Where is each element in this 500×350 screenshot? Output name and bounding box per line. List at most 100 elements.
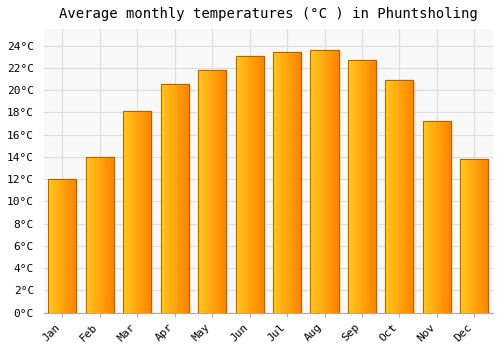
Bar xyxy=(410,80,412,313)
Bar xyxy=(55,179,56,313)
Bar xyxy=(405,80,406,313)
Bar xyxy=(90,157,92,313)
Bar xyxy=(284,52,285,313)
Bar xyxy=(348,60,349,313)
Bar xyxy=(216,70,217,313)
Bar xyxy=(424,121,426,313)
Bar xyxy=(166,84,167,313)
Bar xyxy=(51,179,52,313)
Bar xyxy=(257,56,258,313)
Bar xyxy=(350,60,352,313)
Bar xyxy=(220,70,222,313)
Bar xyxy=(470,159,472,313)
Bar xyxy=(88,157,90,313)
Bar xyxy=(365,60,366,313)
Bar xyxy=(366,60,368,313)
Bar xyxy=(215,70,216,313)
Bar xyxy=(409,80,410,313)
Bar xyxy=(98,157,99,313)
Bar xyxy=(100,157,101,313)
Bar xyxy=(314,50,315,313)
Bar xyxy=(236,56,264,313)
Bar xyxy=(319,50,320,313)
Bar xyxy=(481,159,482,313)
Bar xyxy=(372,60,373,313)
Bar xyxy=(212,70,213,313)
Bar xyxy=(398,80,400,313)
Bar xyxy=(404,80,405,313)
Bar xyxy=(150,111,152,313)
Bar xyxy=(171,84,172,313)
Bar xyxy=(449,121,450,313)
Bar xyxy=(461,159,462,313)
Bar xyxy=(174,84,176,313)
Bar xyxy=(48,179,50,313)
Bar xyxy=(335,50,336,313)
Bar xyxy=(288,52,289,313)
Bar xyxy=(442,121,444,313)
Bar xyxy=(423,121,451,313)
Bar xyxy=(74,179,76,313)
Bar xyxy=(112,157,113,313)
Bar xyxy=(144,111,145,313)
Bar xyxy=(143,111,144,313)
Bar xyxy=(201,70,202,313)
Bar xyxy=(176,84,178,313)
Bar xyxy=(186,84,187,313)
Bar xyxy=(317,50,318,313)
Bar xyxy=(67,179,68,313)
Bar xyxy=(352,60,354,313)
Bar xyxy=(185,84,186,313)
Bar xyxy=(322,50,324,313)
Bar xyxy=(245,56,246,313)
Bar xyxy=(282,52,284,313)
Bar xyxy=(391,80,392,313)
Bar xyxy=(280,52,281,313)
Bar xyxy=(184,84,185,313)
Bar xyxy=(336,50,338,313)
Bar xyxy=(389,80,390,313)
Bar xyxy=(214,70,215,313)
Bar xyxy=(332,50,333,313)
Bar xyxy=(331,50,332,313)
Bar xyxy=(439,121,440,313)
Bar xyxy=(244,56,245,313)
Bar xyxy=(406,80,407,313)
Bar xyxy=(70,179,71,313)
Bar xyxy=(169,84,170,313)
Bar xyxy=(465,159,466,313)
Bar xyxy=(312,50,314,313)
Bar xyxy=(354,60,356,313)
Bar xyxy=(110,157,111,313)
Bar xyxy=(316,50,317,313)
Bar xyxy=(287,52,288,313)
Bar xyxy=(486,159,488,313)
Title: Average monthly temperatures (°C ) in Phuntsholing: Average monthly temperatures (°C ) in Ph… xyxy=(59,7,478,21)
Bar xyxy=(142,111,143,313)
Bar xyxy=(393,80,394,313)
Bar xyxy=(462,159,463,313)
Bar xyxy=(286,52,287,313)
Bar xyxy=(330,50,331,313)
Bar xyxy=(292,52,294,313)
Bar xyxy=(200,70,201,313)
Bar xyxy=(128,111,129,313)
Bar xyxy=(203,70,204,313)
Bar xyxy=(96,157,97,313)
Bar xyxy=(54,179,55,313)
Bar xyxy=(430,121,432,313)
Bar xyxy=(334,50,335,313)
Bar xyxy=(407,80,408,313)
Bar xyxy=(290,52,291,313)
Bar xyxy=(300,52,301,313)
Bar xyxy=(310,50,312,313)
Bar xyxy=(258,56,259,313)
Bar xyxy=(243,56,244,313)
Bar xyxy=(392,80,393,313)
Bar xyxy=(58,179,59,313)
Bar xyxy=(460,159,461,313)
Bar xyxy=(52,179,53,313)
Bar xyxy=(482,159,483,313)
Bar xyxy=(238,56,240,313)
Bar xyxy=(124,111,125,313)
